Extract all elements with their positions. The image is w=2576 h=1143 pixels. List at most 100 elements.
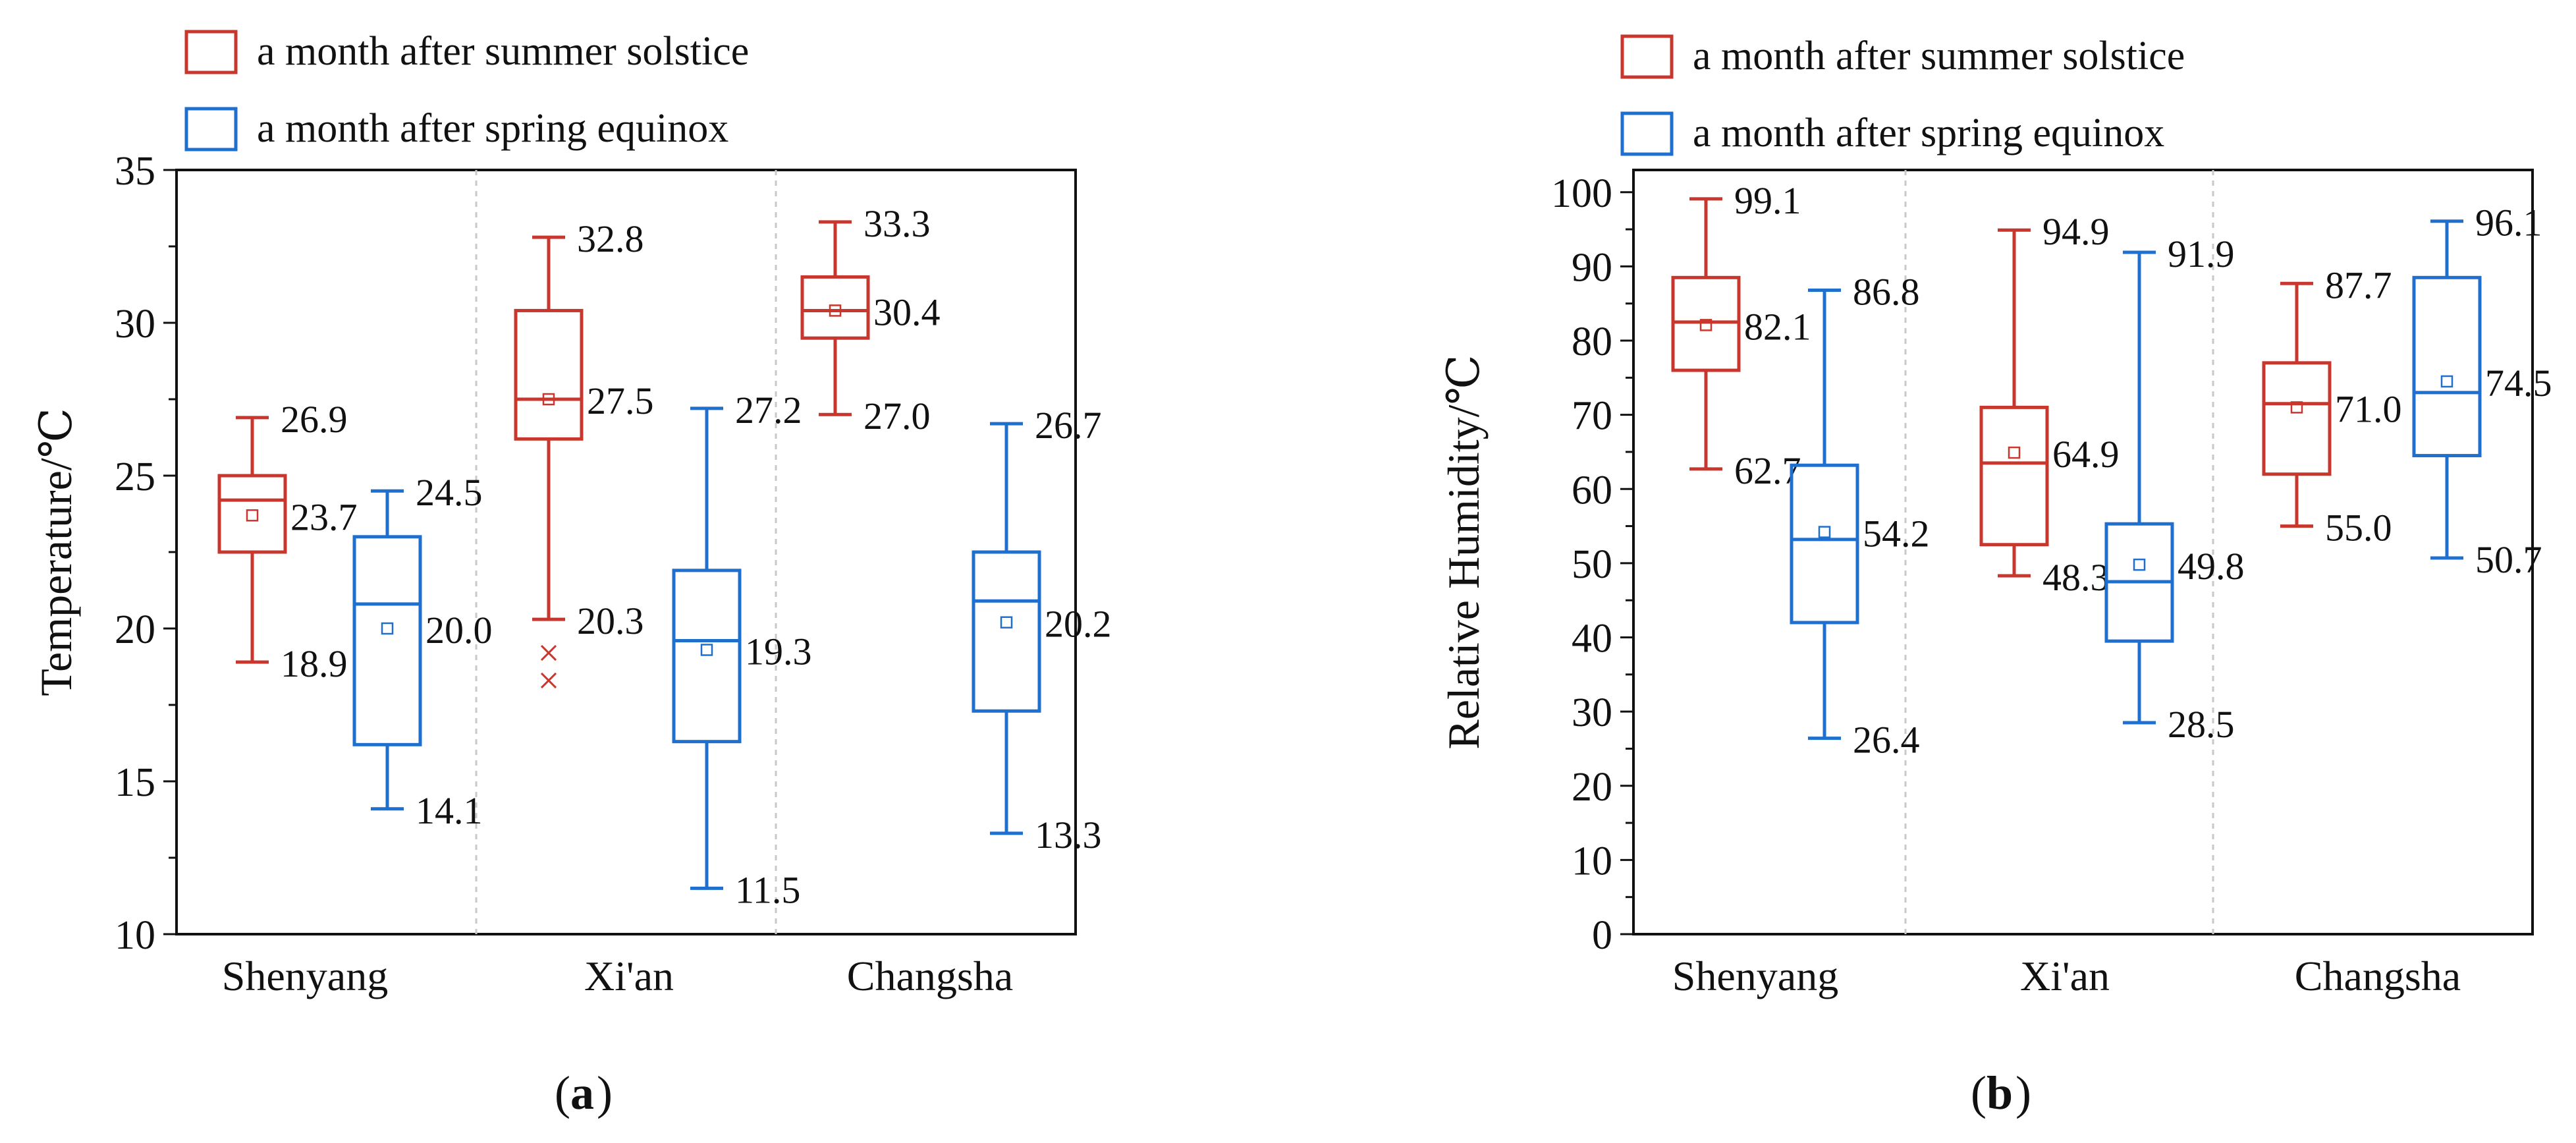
iqr-box-a-summer-changsha — [800, 275, 870, 340]
category-label-a-changsha: Changsha — [847, 953, 1013, 999]
min-label-a-spring-xian: 11.5 — [735, 868, 800, 911]
max-label-b-spring-xian: 91.9 — [2168, 233, 2235, 275]
legend-a: a month after summer solstice a month af… — [184, 29, 749, 152]
iqr-box-b-summer-changsha — [2262, 361, 2332, 476]
boxes-b: 99.162.782.1 94.9 48.3 64.9 87.7 55.0 71.0 86.8… — [1671, 179, 2552, 762]
category-label-b-changsha: Changsha — [2295, 953, 2461, 999]
iqr-box-b-spring-changsha — [2412, 275, 2482, 458]
min-label-a-summer-shenyang: 18.9 — [281, 642, 348, 685]
mean-marker-b-summer-xian — [2008, 446, 2021, 459]
panel-label-a-open: ( — [555, 1067, 570, 1119]
max-label-a-summer-changsha: 33.3 — [863, 202, 931, 245]
legend-a-summer-label: a month after summer solstice — [257, 29, 749, 74]
y-tick-label-b-50: 50 — [1572, 542, 1612, 587]
legend-b-spring-label: a month after spring equinox — [1693, 111, 2164, 155]
y-tick-label-b-90: 90 — [1572, 245, 1612, 290]
iqr-box-a-spring-changsha — [972, 550, 1041, 713]
panel-label-b-open: ( — [1971, 1067, 1987, 1119]
mean-marker-a-spring-changsha — [1000, 616, 1013, 628]
iqr-box-a-spring-xian — [672, 569, 742, 744]
max-label-b-summer-xian: 94.9 — [2042, 210, 2110, 253]
panel-a: a month after summer solstice a month af… — [31, 29, 1112, 1119]
mean-label-b-summer-xian: 64.9 — [2052, 433, 2120, 476]
legend-b-spring-swatch — [1620, 111, 1674, 156]
mean-label-a-summer-changsha: 30.4 — [873, 291, 941, 333]
mean-marker-b-summer-changsha — [2290, 401, 2303, 414]
iqr-box-b-spring-shenyang — [1790, 463, 1859, 625]
mean-marker-b-spring-changsha — [2440, 375, 2453, 388]
min-label-a-summer-xian: 20.3 — [577, 599, 644, 642]
box-b-spring-changsha: 96.1 50.7 74.5 — [2412, 202, 2552, 581]
iqr-box-b-summer-xian — [1979, 405, 2049, 547]
panel-label-a: ( a ) — [555, 1067, 613, 1119]
y-tick-label-b-80: 80 — [1572, 320, 1612, 364]
outlier-a-summer-xian-0 — [540, 645, 557, 661]
category-label-b-xian: Xi'an — [2020, 953, 2110, 999]
min-label-a-spring-changsha: 13.3 — [1035, 814, 1102, 856]
y-tick-label-b-60: 60 — [1572, 468, 1612, 513]
plot-frame-a — [175, 169, 1077, 935]
mean-marker-b-spring-xian — [2133, 558, 2146, 571]
y-tick-label-a-30: 30 — [115, 302, 155, 347]
mean-label-a-spring-xian: 19.3 — [745, 630, 812, 673]
y-tick-label-b-0: 0 — [1592, 913, 1612, 958]
y-tick-label-b-100: 100 — [1551, 171, 1612, 216]
legend-a-spring-swatch — [184, 107, 238, 152]
min-label-a-spring-shenyang: 14.1 — [416, 789, 483, 832]
category-label-a-shenyang: Shenyang — [222, 953, 388, 999]
max-label-a-spring-changsha: 26.7 — [1035, 404, 1102, 447]
mean-marker-a-spring-xian — [700, 644, 713, 656]
legend-b-summer-label: a month after summer solstice — [1693, 34, 2185, 78]
mean-label-b-spring-xian: 49.8 — [2178, 545, 2245, 588]
box-a-spring-shenyang: 24.5 14.1 20.0 — [352, 471, 493, 832]
y-axis-title-b: Relative Humidity/℃ — [1439, 354, 1489, 749]
mean-label-a-spring-shenyang: 20.0 — [425, 609, 493, 652]
mean-label-b-summer-shenyang: 82.1 — [1744, 305, 1811, 348]
mean-label-a-summer-shenyang: 23.7 — [290, 495, 358, 538]
mean-marker-a-spring-shenyang — [381, 622, 394, 635]
mean-label-b-summer-changsha: 71.0 — [2335, 387, 2402, 430]
y-tick-label-a-15: 15 — [115, 760, 155, 805]
box-b-summer-changsha: 87.7 55.0 71.0 — [2262, 264, 2402, 549]
box-b-summer-shenyang: 99.162.782.1 — [1671, 179, 1811, 492]
y-axis-title-a: Temperature/℃ — [31, 408, 81, 696]
mean-label-b-spring-shenyang: 54.2 — [1863, 513, 1930, 555]
max-label-b-summer-changsha: 87.7 — [2325, 264, 2392, 306]
panel-label-b-letter: b — [1987, 1067, 2013, 1119]
category-label-b-shenyang: Shenyang — [1672, 953, 1838, 999]
y-tick-label-a-20: 20 — [115, 607, 155, 652]
min-label-b-summer-changsha: 55.0 — [2325, 507, 2392, 549]
y-tick-label-b-30: 30 — [1572, 690, 1612, 735]
min-label-b-spring-shenyang: 26.4 — [1853, 719, 1920, 762]
panel-label-b: ( b ) — [1971, 1067, 2031, 1119]
box-b-spring-xian: 91.9 28.5 49.8 — [2104, 233, 2245, 746]
box-a-spring-changsha: 26.7 13.3 20.2 — [972, 404, 1112, 856]
y-tick-label-a-35: 35 — [115, 149, 155, 194]
boxes-a: 26.9 18.9 23.7 32.8 20.3 27.5 33.3 27.0 30.4 24.5… — [217, 202, 1112, 911]
outlier-a-summer-xian-1 — [540, 672, 557, 688]
y-tick-label-b-20: 20 — [1572, 765, 1612, 810]
iqr-box-a-summer-shenyang — [217, 474, 287, 554]
min-label-b-summer-xian: 48.3 — [2042, 556, 2110, 599]
category-label-a-xian: Xi'an — [584, 953, 674, 999]
max-label-a-spring-shenyang: 24.5 — [416, 471, 483, 514]
plot-frame-b — [1632, 169, 2534, 935]
legend-a-summer-swatch — [184, 30, 238, 74]
mean-marker-b-spring-shenyang — [1818, 526, 1831, 538]
max-label-a-spring-xian: 27.2 — [735, 389, 802, 432]
box-a-summer-changsha: 33.3 27.0 30.4 — [800, 202, 941, 437]
box-b-summer-xian: 94.9 48.3 64.9 — [1979, 210, 2120, 599]
y-tick-label-b-70: 70 — [1572, 394, 1612, 439]
legend-a-spring-label: a month after spring equinox — [257, 106, 728, 151]
mean-marker-a-summer-xian — [542, 393, 555, 406]
max-label-b-summer-shenyang: 99.1 — [1734, 179, 1801, 222]
box-a-spring-xian: 27.2 11.5 19.3 — [672, 389, 812, 911]
y-axis-a: 10 15 20 25 30 35 — [115, 149, 177, 958]
y-tick-label-b-10: 10 — [1572, 839, 1612, 883]
iqr-box-a-spring-shenyang — [352, 535, 422, 746]
legend-b: a month after summer solstice a month af… — [1620, 34, 2185, 156]
min-label-b-spring-changsha: 50.7 — [2475, 538, 2542, 581]
box-a-summer-xian: 32.8 20.3 27.5 — [514, 217, 654, 688]
min-label-a-summer-changsha: 27.0 — [863, 395, 931, 437]
